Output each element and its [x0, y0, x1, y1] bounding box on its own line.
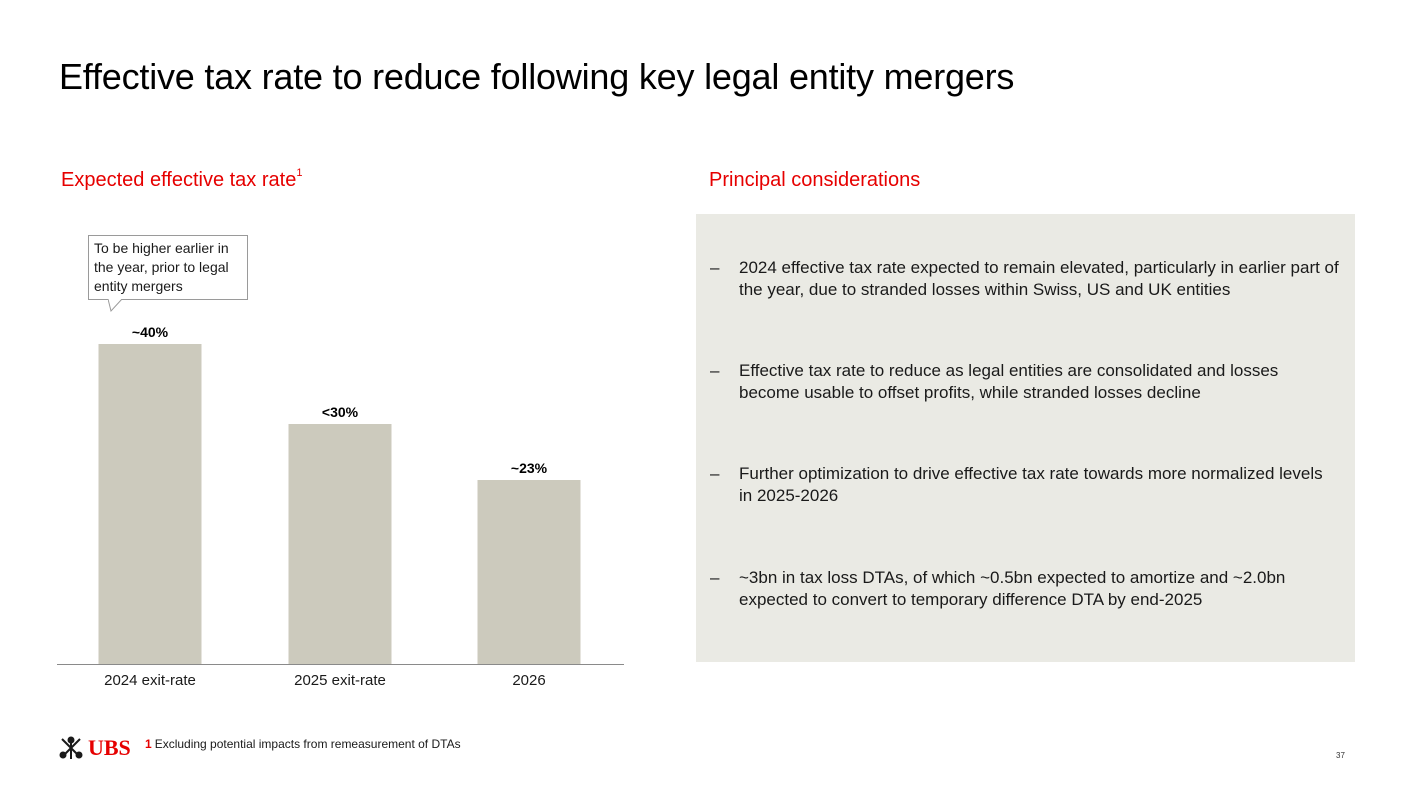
bar [98, 344, 202, 664]
page-title: Effective tax rate to reduce following k… [59, 56, 1015, 97]
considerations-panel: – 2024 effective tax rate expected to re… [696, 214, 1355, 662]
bullet-text: Effective tax rate to reduce as legal en… [739, 361, 1279, 402]
page-number: 37 [1336, 751, 1345, 760]
bullet-dash: – [710, 464, 720, 483]
chart-heading-text: Expected effective tax rate [61, 169, 297, 191]
bullet-dash: – [710, 568, 720, 587]
data-label: <30% [322, 404, 359, 420]
chart-callout: To be higher earlier in the year, prior … [88, 235, 248, 300]
callout-tail [108, 299, 123, 313]
ubs-logo: UBS [58, 735, 131, 761]
bullet-text: ~3bn in tax loss DTAs, of which ~0.5bn e… [739, 568, 1286, 609]
ubs-wordmark: UBS [88, 735, 131, 760]
bullet-text: Further optimization to drive effective … [739, 464, 1323, 505]
bullet-text: 2024 effective tax rate expected to rema… [739, 258, 1339, 299]
footnote-number: 1 [145, 737, 152, 751]
keys-icon [59, 736, 83, 759]
footnote-marker: 1 [296, 167, 303, 179]
footnote: 1 Excluding potential impacts from remeas… [145, 737, 461, 751]
chart-heading: Expected effective tax rate1 [61, 167, 303, 192]
data-label: ~40% [132, 324, 169, 340]
data-label: ~23% [511, 460, 548, 476]
bullet-dash: – [710, 258, 720, 277]
x-tick-label: 2025 exit-rate [294, 672, 386, 689]
footnote-text: Excluding potential impacts from remeasu… [154, 737, 461, 751]
x-tick-label: 2026 [512, 672, 545, 689]
bar [288, 424, 392, 664]
tax-rate-chart: ~40% 2024 exit-rate <30% 2025 exit-rate ~23%… [57, 324, 624, 689]
bar [477, 480, 581, 664]
considerations-heading: Principal considerations [709, 169, 921, 191]
bullet-dash: – [710, 361, 720, 380]
x-tick-label: 2024 exit-rate [104, 672, 196, 689]
